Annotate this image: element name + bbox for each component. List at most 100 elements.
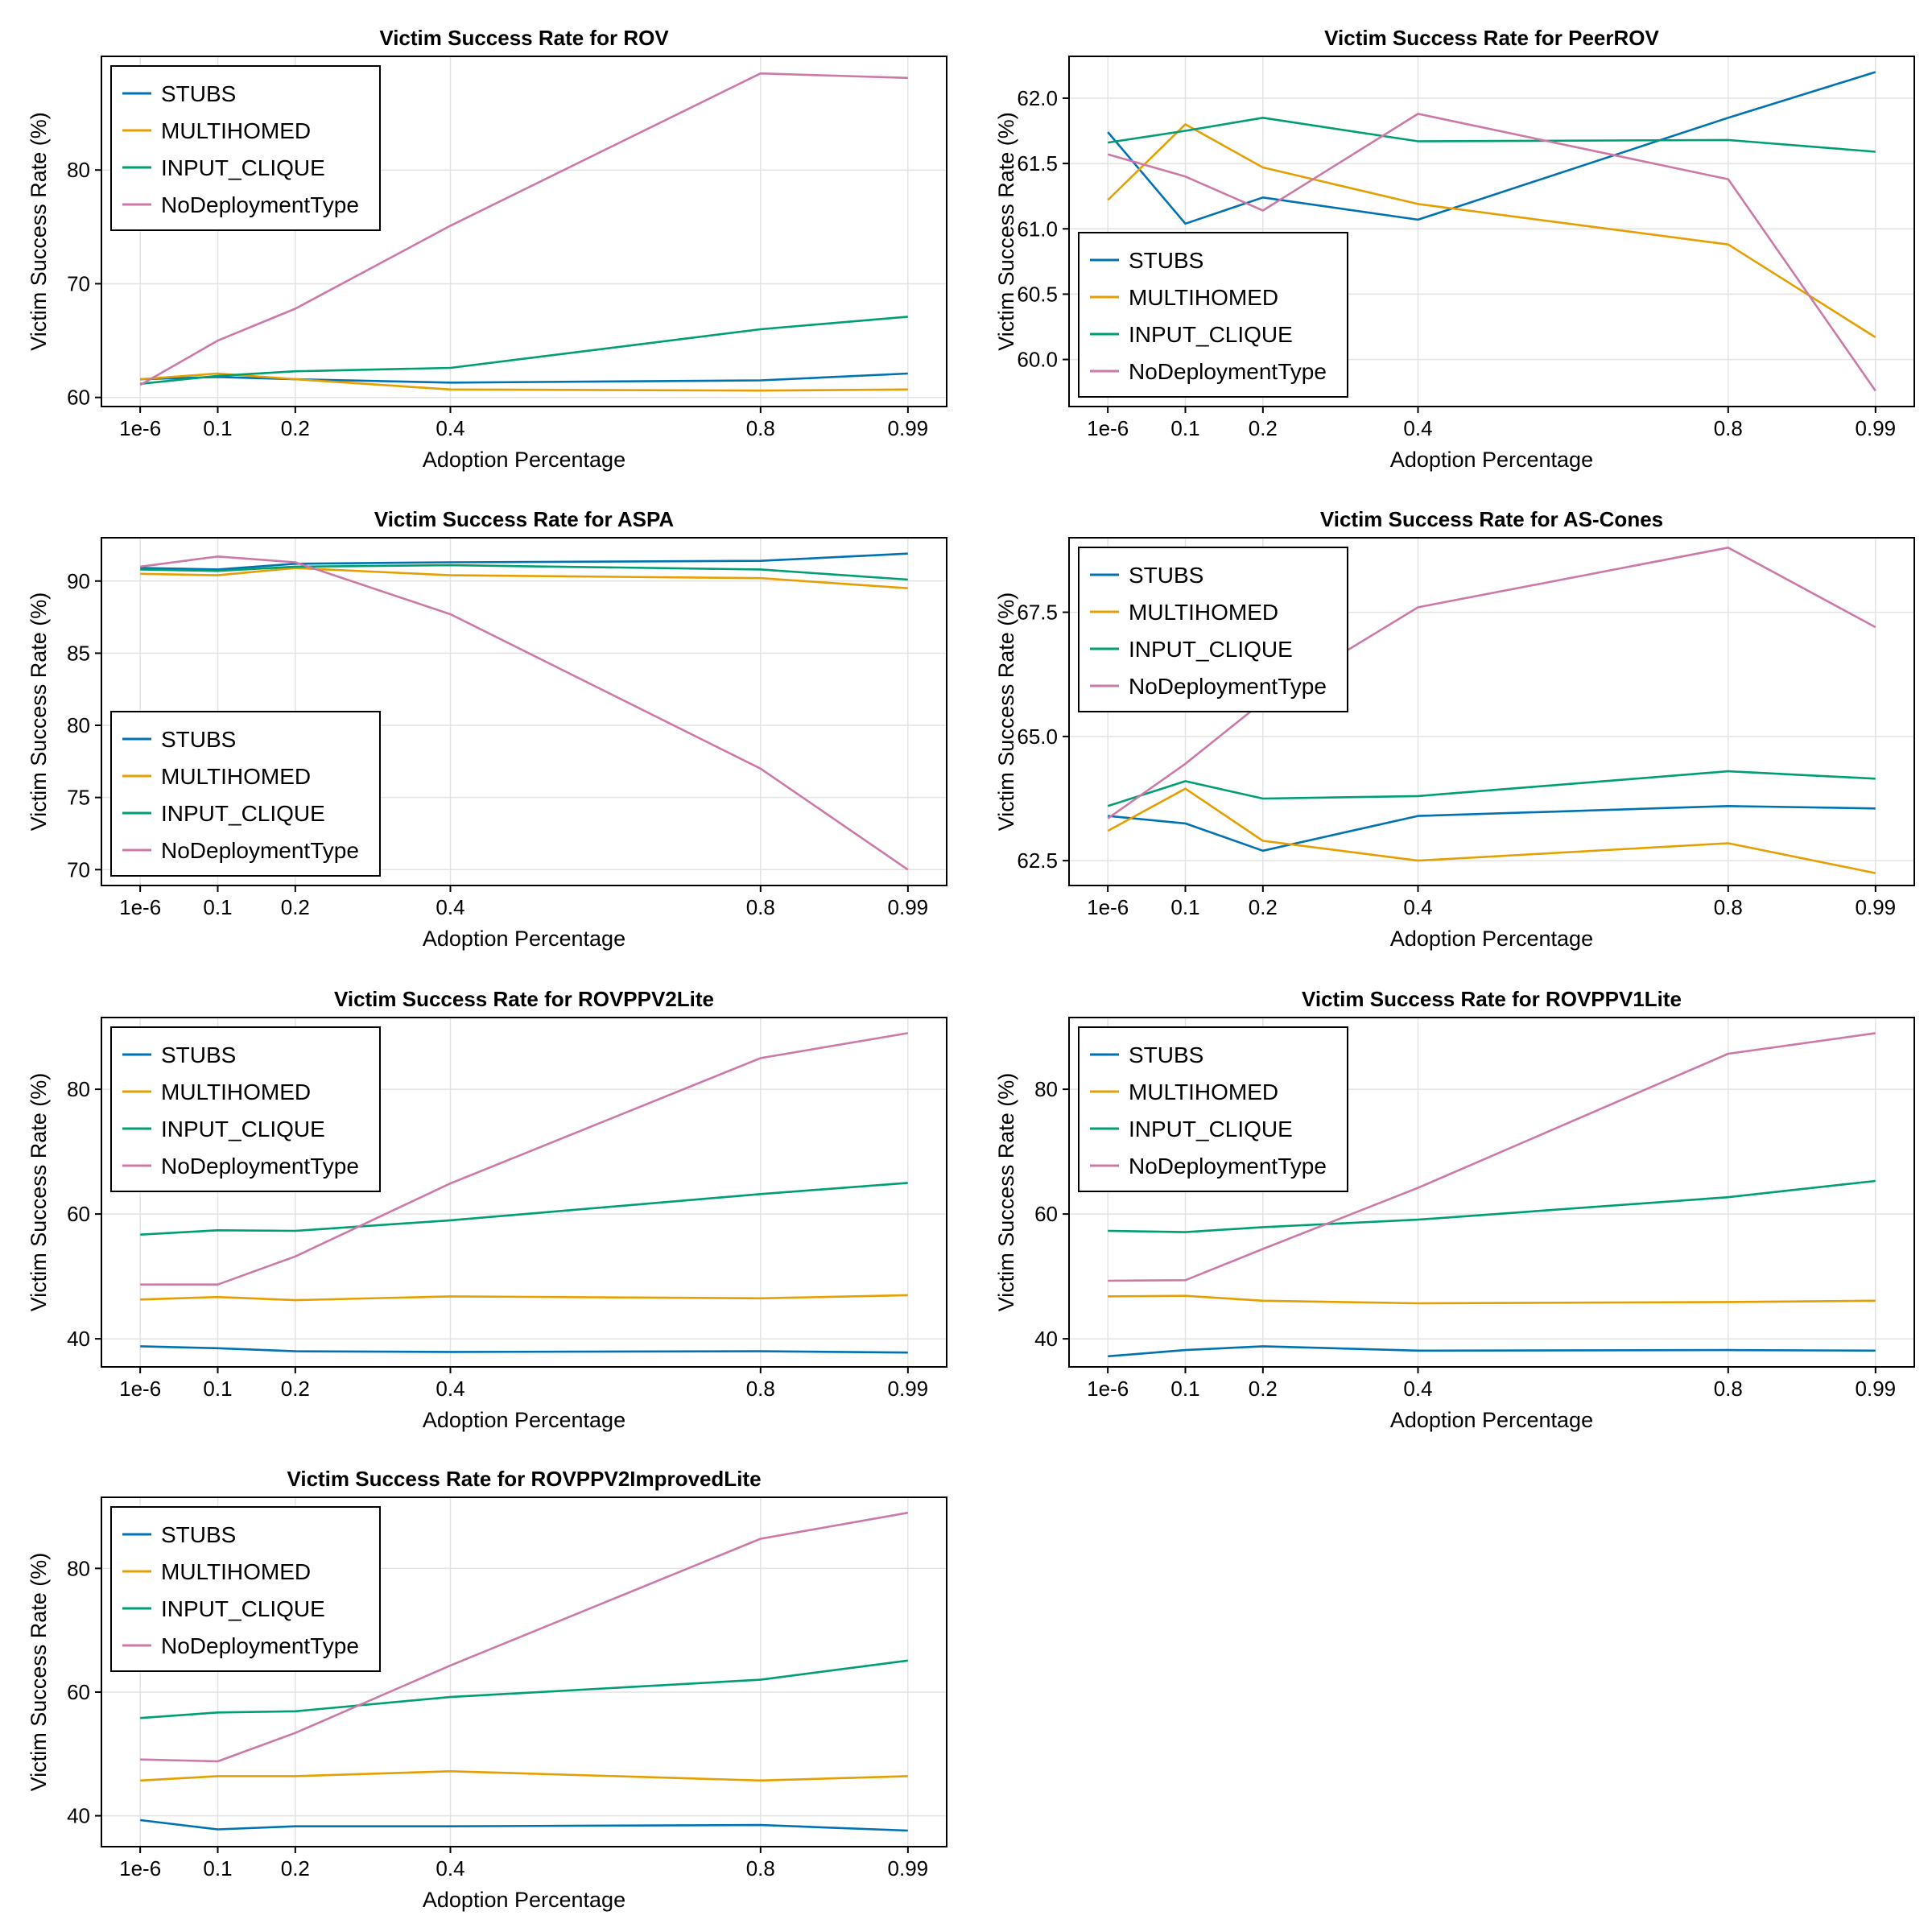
x-tick-label: 0.2 [281,416,310,440]
chart-title: Victim Success Rate for ROVPPV2ImprovedL… [287,1467,761,1491]
x-tick-label: 1e-6 [1087,416,1129,440]
x-tick-label: 0.99 [888,1377,929,1401]
y-axis-label: Victim Success Rate (%) [27,1073,51,1312]
x-tick-label: 0.2 [1249,416,1278,440]
chart-panel-1: Victim Success Rate for ROV 1e-6 0.1 0.2 0.4… [27,26,947,472]
legend-label: NoDeploymentType [161,1633,359,1658]
y-tick-label: 60 [1034,1202,1058,1226]
legend: STUBS MULTIHOMED INPUT_CLIQUE NoDeploymentT… [1078,232,1348,398]
x-tick-label: 0.99 [888,416,929,440]
legend-label: MULTIHOMED [1129,1080,1278,1104]
legend-label: INPUT_CLIQUE [161,1596,325,1621]
plot-frame [101,1496,947,1847]
y-tick-label: 65.0 [1017,724,1058,749]
x-tick-label: 0.8 [1714,895,1743,919]
series-line-stubs [140,372,908,384]
chart-title: Victim Success Rate for ASPA [374,507,675,531]
series-line-input-clique [1108,117,1876,153]
y-tick-label: 80 [1034,1077,1058,1101]
series-line-stubs [140,552,908,571]
x-tick-label: 0.1 [203,416,232,440]
x-tick-label: 0.8 [746,895,775,919]
series-line-multihomed [140,1770,908,1782]
legend-label: MULTIHOMED [161,118,311,143]
series-line-stubs [1107,71,1876,225]
plot-frame [101,537,947,886]
x-tick-label: 1e-6 [1087,1377,1129,1401]
series-line-multihomed [1108,1294,1876,1305]
x-tick-label: 0.2 [1249,1377,1278,1401]
x-tick-label: 0.4 [436,895,464,919]
y-axis-label: Victim Success Rate (%) [994,1073,1018,1312]
series-line-stubs [1108,1345,1876,1358]
chart-title: Victim Success Rate for ROVPPV1Lite [1302,987,1682,1011]
x-tick-label: 0.8 [1714,1377,1743,1401]
legend-box [110,65,381,231]
series-line-multihomed [140,567,908,589]
series-line-nodeploymenttype [140,1032,909,1286]
series-line-input-clique [140,1659,908,1719]
chart-panel-2: Victim Success Rate for PeerROV 1e-6 0.1 0.… [994,26,1915,472]
x-tick-label: 0.4 [1403,895,1432,919]
series-line-nodeploymenttype [139,72,908,386]
x-tick-label: 0.1 [203,1377,232,1401]
x-tick-label: 0.99 [1856,416,1897,440]
legend-box [110,1026,381,1192]
chart-panel-3: Victim Success Rate for ASPA 1e-6 0.1 0.2 0.… [27,507,947,951]
x-tick-label: 0.1 [203,895,232,919]
y-tick-label: 67.5 [1017,601,1058,625]
series-line-input-clique [140,564,908,581]
legend-label: MULTIHOMED [161,1080,311,1104]
legend-box [1078,1026,1348,1192]
x-tick-label: 0.8 [746,1856,775,1880]
legend: STUBS MULTIHOMED INPUT_CLIQUE NoDeploymentT… [1078,547,1348,712]
legend-label: NoDeploymentType [161,838,359,863]
legend-label: INPUT_CLIQUE [161,1117,325,1141]
legend-label: INPUT_CLIQUE [1129,322,1293,347]
y-tick-label: 40 [67,1804,90,1828]
legend-label: NoDeploymentType [1129,359,1327,384]
y-tick-label: 80 [67,1556,90,1580]
series-line-multihomed [140,1294,908,1302]
x-axis-label: Adoption Percentage [1390,1408,1593,1432]
x-tick-label: 0.2 [281,1377,310,1401]
x-tick-label: 0.4 [1403,1377,1432,1401]
plot-frame [101,1017,947,1368]
series-line-multihomed [1107,787,1876,874]
legend-label: STUBS [161,1042,236,1067]
x-tick-label: 0.1 [203,1856,232,1880]
y-tick-label: 60.0 [1017,348,1058,372]
plot-frame [101,56,947,407]
x-tick-label: 0.1 [1170,416,1199,440]
legend: STUBS MULTIHOMED INPUT_CLIQUE NoDeploymentT… [110,1026,381,1192]
y-tick-label: 90 [67,569,90,593]
y-tick-label: 40 [67,1327,90,1351]
legend-label: MULTIHOMED [161,764,311,789]
y-tick-label: 70 [67,271,90,295]
legend-box [110,711,381,877]
y-tick-label: 62.5 [1017,848,1058,873]
legend-label: MULTIHOMED [161,1559,311,1584]
x-tick-label: 0.2 [281,895,310,919]
y-tick-label: 60 [67,1680,90,1704]
y-tick-label: 85 [67,641,90,665]
series-line-nodeploymenttype [1107,113,1876,392]
y-tick-label: 60 [67,1202,90,1226]
legend-box [110,1506,381,1672]
x-tick-label: 0.4 [1403,416,1432,440]
y-tick-label: 80 [67,713,90,737]
y-tick-label: 80 [67,1077,90,1101]
series-line-nodeploymenttype [140,1511,909,1763]
legend-label: STUBS [161,81,236,106]
y-axis-label: Victim Success Rate (%) [27,592,51,832]
series-line-input-clique [1107,770,1876,807]
y-tick-label: 62.0 [1017,86,1058,110]
plot-frame [1068,1017,1915,1368]
legend-label: INPUT_CLIQUE [1129,637,1293,662]
y-tick-label: 61.0 [1017,217,1058,241]
legend-label: STUBS [1129,1042,1203,1067]
series-line-input-clique [140,316,908,386]
x-tick-label: 0.2 [1249,895,1278,919]
x-tick-label: 0.8 [746,1377,775,1401]
